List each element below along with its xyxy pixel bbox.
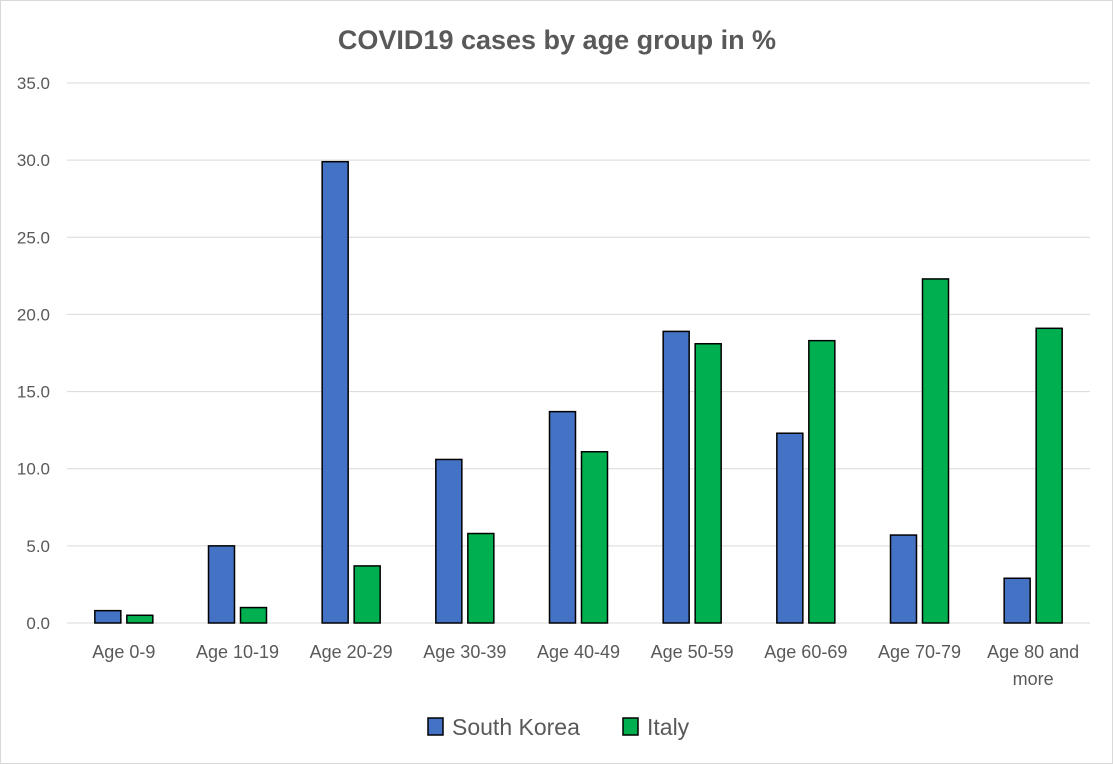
- bar-italy-1: [239, 606, 268, 624]
- bar-italy-6: [808, 339, 836, 624]
- x-category-label: more: [1013, 669, 1054, 689]
- bar-south-korea-7: [889, 534, 918, 624]
- bar-south-korea-0: [94, 609, 122, 624]
- x-category-label: Age 50-59: [651, 642, 734, 662]
- bars: [94, 160, 1063, 624]
- y-axis-ticks: 0.0 5.0 10.0 15.0 20.0 25.0 30.0 35.0: [17, 74, 50, 633]
- bar-italy-2: [353, 565, 381, 624]
- bar-south-korea-1: [207, 545, 236, 624]
- y-tick-label: 0.0: [26, 614, 50, 633]
- bar-italy-7: [921, 278, 950, 624]
- gridlines: [67, 82, 1090, 624]
- legend: South Korea Italy: [427, 714, 690, 740]
- bar-italy-8: [1035, 327, 1063, 624]
- y-tick-label: 30.0: [17, 151, 50, 170]
- bar-south-korea-6: [776, 432, 804, 624]
- x-category-label: Age 0-9: [92, 642, 155, 662]
- bar-italy-0: [126, 614, 154, 624]
- y-tick-label: 10.0: [17, 460, 50, 479]
- legend-swatch-south-korea: [427, 717, 444, 736]
- x-category-label: Age 70-79: [878, 642, 961, 662]
- x-category-label: Age 80 and: [987, 642, 1079, 662]
- legend-label-south-korea: South Korea: [452, 714, 580, 740]
- bar-italy-3: [467, 532, 495, 624]
- bar-south-korea-8: [1003, 577, 1031, 624]
- x-category-label: Age 40-49: [537, 642, 620, 662]
- x-category-label: Age 20-29: [310, 642, 393, 662]
- bar-south-korea-2: [321, 160, 349, 624]
- legend-swatch-italy: [622, 717, 639, 736]
- legend-label-italy: Italy: [647, 714, 690, 740]
- y-tick-label: 15.0: [17, 383, 50, 402]
- y-tick-label: 20.0: [17, 305, 50, 324]
- y-tick-label: 35.0: [17, 74, 50, 93]
- x-category-label: Age 30-39: [423, 642, 506, 662]
- x-category-label: Age 10-19: [196, 642, 279, 662]
- bar-south-korea-4: [548, 410, 577, 624]
- y-tick-label: 25.0: [17, 228, 50, 247]
- bar-south-korea-3: [435, 458, 463, 624]
- chart-title: COVID19 cases by age group in %: [338, 25, 776, 55]
- bar-italy-5: [694, 342, 722, 624]
- bar-south-korea-5: [662, 330, 690, 624]
- y-tick-label: 5.0: [26, 537, 50, 556]
- x-axis-labels: Age 0-9 Age 10-19 Age 20-29 Age 30-39 Age 40…: [92, 642, 1079, 689]
- bar-italy-4: [580, 450, 609, 624]
- x-category-label: Age 60-69: [764, 642, 847, 662]
